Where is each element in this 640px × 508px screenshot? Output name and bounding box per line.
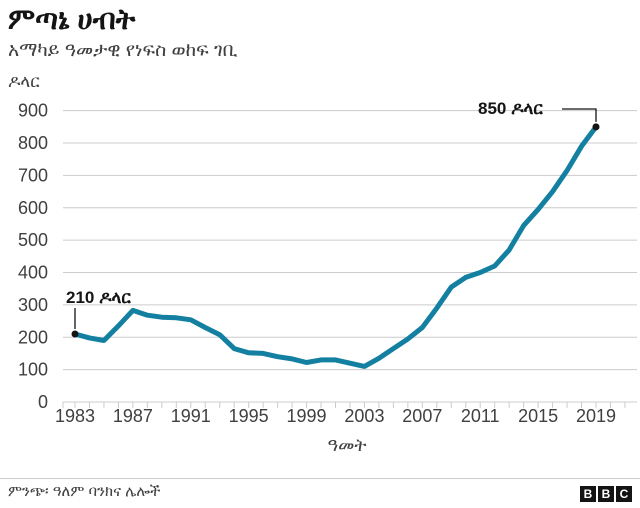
x-tick-label: 2003 bbox=[344, 406, 384, 426]
chart-subtitle: አማካይ ዓመታዊ የነፍስ ወከፍ ገቢ bbox=[8, 40, 238, 61]
y-axis-unit-label: ዶላር bbox=[8, 72, 40, 91]
y-tick-label: 400 bbox=[18, 263, 48, 283]
bbc-logo: B B C bbox=[580, 486, 632, 502]
annotation-pointer-line bbox=[561, 108, 597, 122]
annotation-label: 850 ዶላር bbox=[478, 99, 543, 118]
y-gridlines bbox=[63, 110, 637, 403]
footer-divider bbox=[0, 478, 640, 479]
bbc-logo-block-c: C bbox=[616, 486, 632, 502]
annotations: 210 ዶላር 850 ዶላር bbox=[66, 99, 600, 338]
x-axis-title: ዓመት bbox=[327, 435, 366, 455]
annotation-dot bbox=[71, 330, 79, 338]
x-tick-label: 2007 bbox=[402, 406, 442, 426]
x-tick-label: 2019 bbox=[576, 406, 616, 426]
data-series-line bbox=[72, 124, 599, 369]
y-tick-label: 900 bbox=[18, 101, 48, 121]
y-axis-labels: 0 100 200 300 400 500 600 700 800 900 bbox=[18, 101, 48, 412]
bbc-logo-block-b2: B bbox=[598, 486, 614, 502]
y-tick-label: 500 bbox=[18, 230, 48, 250]
x-tick-label: 1991 bbox=[171, 406, 211, 426]
x-axis-labels: 1983 1987 1991 1995 1999 2003 2007 2011 2015 2019 bbox=[55, 406, 616, 426]
x-tick-label: 2015 bbox=[518, 406, 558, 426]
x-tick-label: 1987 bbox=[113, 406, 153, 426]
y-tick-label: 800 bbox=[18, 133, 48, 153]
x-axis-ticks bbox=[62, 402, 626, 408]
bbc-logo-block-b1: B bbox=[580, 486, 596, 502]
x-tick-label: 1983 bbox=[55, 406, 95, 426]
x-tick-label: 2011 bbox=[461, 406, 500, 426]
y-tick-label: 100 bbox=[18, 360, 48, 380]
y-tick-label: 700 bbox=[18, 165, 48, 185]
y-tick-label: 200 bbox=[18, 327, 48, 347]
x-tick-label: 1995 bbox=[229, 406, 269, 426]
x-tick-label: 1999 bbox=[287, 406, 327, 426]
annotation-label: 210 ዶላር bbox=[66, 288, 131, 307]
y-tick-label: 0 bbox=[38, 392, 48, 412]
y-tick-label: 600 bbox=[18, 198, 48, 218]
y-tick-label: 300 bbox=[18, 295, 48, 315]
page-title: ምጣኔ ሀብት bbox=[8, 4, 136, 36]
line-chart: 0 100 200 300 400 500 600 700 800 900 1983 1987 1991… bbox=[18, 99, 637, 455]
annotation-dot bbox=[592, 123, 600, 131]
source-text: ምንጭ፡ ዓለም ባንክና ሌሎች bbox=[8, 483, 161, 500]
